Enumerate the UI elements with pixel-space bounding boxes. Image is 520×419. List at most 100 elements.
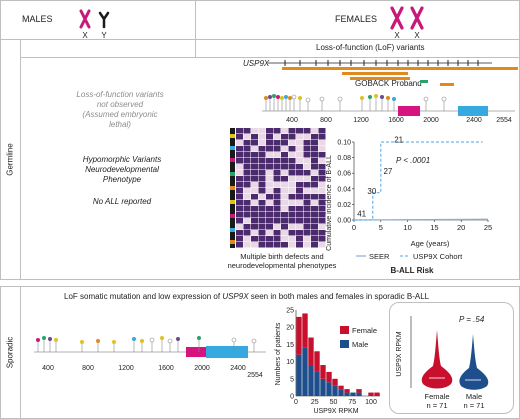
heatmap-cell — [251, 230, 258, 236]
risk-y-tick-label: 0.06 — [337, 171, 351, 178]
heatmap-cell — [236, 164, 243, 170]
heatmap-cell — [251, 224, 258, 230]
heatmap-cell — [303, 170, 311, 176]
heatmap-cell — [318, 200, 326, 206]
hist-legend: Female Male — [340, 326, 377, 349]
heatmap-cell — [311, 236, 318, 242]
heatmap-cell — [266, 230, 273, 236]
hist-bar-female — [368, 392, 374, 396]
heatmap-cell — [288, 224, 296, 230]
tick-1200: 1200 — [353, 117, 369, 124]
violin-male-label: Male — [466, 392, 482, 401]
sporadic-variant-diagram: 400 800 1200 1600 2000 2400 2554 — [34, 336, 266, 378]
hist-bar-male — [338, 389, 344, 396]
risk-x-tick-label: 0 — [352, 223, 356, 232]
sporadic-title-suffix: seen in both males and females in sporad… — [248, 292, 430, 301]
proband-label: GOBACK Proband — [355, 79, 422, 88]
hist-x-tick-label: 25 — [311, 399, 319, 406]
heatmap-cell — [236, 236, 243, 242]
heatmap-cell — [318, 224, 326, 230]
hist-y-tick-label: 20 — [286, 325, 294, 332]
risk-annotations: 41 30 27 21 — [357, 136, 403, 219]
violin-female-label: Female — [424, 392, 449, 401]
hist-bar-female — [338, 385, 344, 390]
heatmap-cell — [236, 200, 243, 206]
hist-bar-female — [344, 389, 350, 393]
heatmap-cell — [288, 200, 296, 206]
heatmap-cell — [258, 176, 266, 182]
risk-legend: SEER USP9X Cohort — [356, 252, 463, 261]
heatmap-cell — [311, 200, 318, 206]
hist-y-tick-label: 0 — [290, 394, 294, 401]
heatmap-cell — [288, 158, 296, 164]
heatmap-cell — [273, 194, 281, 200]
lof-variant-diagram: USP9X GOBACK Proband — [243, 59, 518, 124]
heatmap-cell — [311, 134, 318, 140]
male-y-letter: Y — [101, 31, 107, 40]
heatmap-cell — [318, 230, 326, 236]
heatmap-cell — [288, 164, 296, 170]
heatmap-cell — [296, 236, 303, 242]
hypomorphic-line-1: Hypomorphic Variants — [82, 155, 162, 164]
hist-y-tick-label: 5 — [290, 376, 294, 383]
heatmap-cell — [258, 182, 266, 188]
heatmap-cell — [303, 206, 311, 212]
heatmap-cell — [236, 242, 243, 248]
heatmap-cell — [251, 182, 258, 188]
heatmap-cell — [296, 206, 303, 212]
heatmap-cell — [273, 200, 281, 206]
heatmap-cell — [303, 188, 311, 194]
heatmap-cell — [281, 140, 288, 146]
heatmap-cell — [273, 158, 281, 164]
risk-p-value: P < .0001 — [396, 156, 430, 165]
risk-x-tick-label: 25 — [484, 223, 492, 232]
heatmap-cell — [288, 194, 296, 200]
heatmap-cell — [303, 236, 311, 242]
heatmap-cell — [243, 152, 251, 158]
heatmap-cell — [318, 206, 326, 212]
heatmap-caption: Multiple birth defects and neurodevelopm… — [222, 252, 342, 270]
heatmap-cell — [251, 134, 258, 140]
heatmap-cell — [311, 128, 318, 134]
heatmap-cell — [273, 230, 281, 236]
heatmap-cell — [281, 224, 288, 230]
hist-bar-male — [356, 392, 362, 396]
heatmap-cell — [296, 158, 303, 164]
heatmap-cell — [251, 146, 258, 152]
heatmap-cell — [243, 188, 251, 194]
heatmap-cell — [273, 188, 281, 194]
sporadic-tick-2400: 2400 — [230, 365, 246, 372]
heatmap-cell — [281, 170, 288, 176]
heatmap-cell — [311, 242, 318, 248]
heatmap-cell — [258, 128, 266, 134]
violin-male — [459, 334, 489, 390]
heatmap-cell — [251, 242, 258, 248]
violin-p-value: P = .54 — [459, 315, 485, 324]
hist-bar-female — [308, 337, 314, 366]
heatmap-cell — [311, 230, 318, 236]
heatmap-cell — [266, 140, 273, 146]
violin-female — [421, 330, 453, 389]
heatmap-cell — [288, 146, 296, 152]
violin-panel — [389, 302, 514, 414]
heatmap-cell — [311, 218, 318, 224]
heatmap-cell — [281, 182, 288, 188]
sporadic-tick-2554: 2554 — [247, 372, 263, 378]
female-chromosomes-icon: X X — [390, 6, 424, 40]
heatmap-cell — [243, 230, 251, 236]
heatmap-cell — [273, 242, 281, 248]
heatmap-cell — [273, 146, 281, 152]
heatmap-cell — [258, 134, 266, 140]
heatmap-cell — [311, 158, 318, 164]
heatmap-cell — [296, 212, 303, 218]
heatmap-cell — [318, 182, 326, 188]
hist-x-tick-label: 100 — [365, 399, 377, 406]
exon-ticks — [284, 60, 479, 66]
heatmap-cell — [281, 218, 288, 224]
heatmap-cell — [258, 170, 266, 176]
heatmap-cell — [236, 188, 243, 194]
heatmap-cell — [311, 194, 318, 200]
tick-2554: 2554 — [496, 117, 512, 124]
sporadic-title-prefix: LoF somatic mutation and low expression … — [64, 292, 223, 301]
hist-bar-male — [350, 392, 356, 396]
